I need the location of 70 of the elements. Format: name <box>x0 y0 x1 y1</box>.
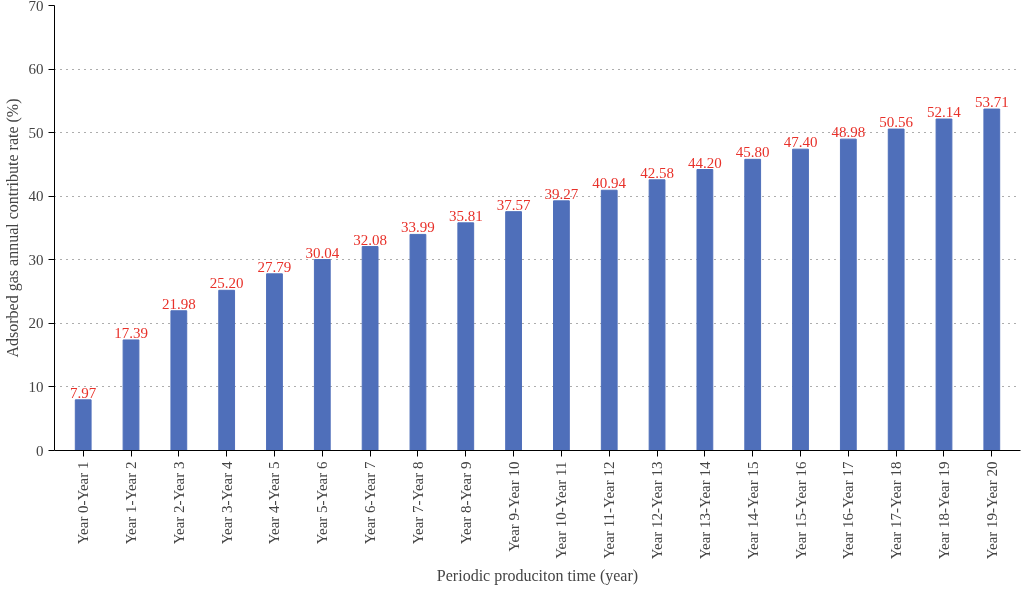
y-tick-label: 40 <box>28 188 44 205</box>
bar <box>887 128 905 451</box>
data-label: 33.99 <box>401 219 435 236</box>
x-tick-label: Year 19-Year 20 <box>983 461 1000 560</box>
x-tick-label: Year 1-Year 2 <box>123 461 140 545</box>
bar <box>74 399 92 451</box>
data-label: 42.58 <box>640 164 674 181</box>
y-tick-label: 70 <box>28 0 44 14</box>
x-tick-label: Year 7-Year 8 <box>409 461 426 545</box>
bar <box>409 233 427 451</box>
y-tick-label: 30 <box>28 251 44 268</box>
bar <box>744 158 762 451</box>
bar <box>457 222 475 451</box>
bar <box>218 289 236 451</box>
x-tick-label: Year 2-Year 3 <box>170 461 187 545</box>
bar <box>553 200 570 451</box>
bar <box>505 211 522 451</box>
x-tick-label: Year 9-Year 10 <box>505 461 522 552</box>
x-tick-label: Year 0-Year 1 <box>75 461 92 545</box>
data-label: 50.56 <box>879 114 914 131</box>
x-tick-label: Year 12-Year 13 <box>649 461 666 560</box>
y-tick-label: 60 <box>28 61 44 78</box>
x-tick-label: Year 13-Year 14 <box>696 461 713 560</box>
data-label: 37.57 <box>496 196 531 213</box>
x-tick-label: Year 4-Year 5 <box>266 461 283 545</box>
y-tick-label: 10 <box>28 378 44 395</box>
data-label: 25.20 <box>209 275 244 292</box>
bar <box>792 148 809 451</box>
x-tick-label: Year 16-Year 17 <box>840 461 857 560</box>
bar <box>648 179 666 451</box>
data-label: 35.81 <box>448 207 483 224</box>
bar <box>361 246 379 451</box>
y-tick-label: 20 <box>28 315 44 332</box>
bar <box>266 273 283 451</box>
data-label: 40.94 <box>592 175 627 192</box>
x-tick-label: Year 6-Year 7 <box>362 461 379 545</box>
x-tick-label: Year 17-Year 18 <box>888 461 905 560</box>
y-tick-label: 50 <box>28 124 44 141</box>
data-label: 21.98 <box>161 295 196 312</box>
data-label: 30.04 <box>305 244 340 261</box>
x-tick-label: Year 18-Year 19 <box>935 461 952 560</box>
data-label: 53.71 <box>974 94 1009 111</box>
bar <box>696 169 714 451</box>
bar <box>170 310 188 451</box>
x-tick-label: Year 8-Year 9 <box>457 461 474 545</box>
data-label: 45.80 <box>735 144 770 161</box>
x-tick-label: Year 11-Year 12 <box>601 461 618 559</box>
x-tick-label: Year 14-Year 15 <box>744 461 761 560</box>
y-axis-title: Adsorbed gas annual contribute rate (%) <box>3 98 22 358</box>
data-label: 17.39 <box>114 324 148 341</box>
data-label: 44.20 <box>688 154 722 171</box>
bar <box>983 108 1001 451</box>
data-label: 27.79 <box>257 258 292 275</box>
x-tick-label: Year 15-Year 16 <box>792 461 809 560</box>
data-label: 7.97 <box>70 384 97 401</box>
bar <box>839 138 857 451</box>
bar <box>122 339 140 451</box>
x-tick-label: Year 10-Year 11 <box>553 461 570 559</box>
data-label: 39.27 <box>544 185 579 202</box>
bar <box>935 118 953 451</box>
data-label: 52.14 <box>927 104 962 121</box>
y-tick-label: 0 <box>36 442 44 459</box>
x-tick-label: Year 5-Year 6 <box>314 461 331 545</box>
x-tick-label: Year 3-Year 4 <box>218 461 235 545</box>
data-label: 47.40 <box>783 134 818 151</box>
bar <box>313 259 331 451</box>
data-label: 48.98 <box>831 124 866 141</box>
x-axis-title: Periodic produciton time (year) <box>436 567 639 586</box>
bar <box>600 189 618 451</box>
data-label: 32.08 <box>353 231 387 248</box>
